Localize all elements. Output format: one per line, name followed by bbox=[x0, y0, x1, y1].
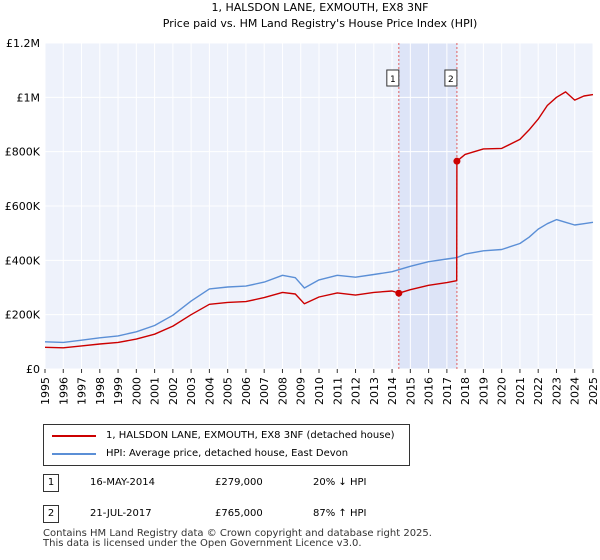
x-tick-label: 1995 bbox=[39, 377, 52, 405]
chart-title: 1, HALSDON LANE, EXMOUTH, EX8 3NF bbox=[211, 1, 428, 14]
sale-point bbox=[395, 289, 403, 297]
x-tick-label: 2009 bbox=[295, 377, 308, 405]
sale-marker-label: 2 bbox=[43, 505, 59, 523]
x-tick-label: 2022 bbox=[532, 377, 545, 405]
sale-box-label: 2 bbox=[448, 75, 454, 85]
y-tick-label: £400K bbox=[5, 254, 41, 267]
sale-box bbox=[386, 69, 400, 87]
legend-swatch-hpi bbox=[52, 453, 96, 455]
x-tick-label: 2002 bbox=[167, 377, 180, 405]
footer: Contains HM Land Registry data © Crown c… bbox=[43, 529, 563, 549]
x-tick-label: 2017 bbox=[441, 377, 454, 405]
sale-box bbox=[444, 69, 458, 87]
y-tick-label: £800K bbox=[5, 146, 41, 159]
footer-copyright: Contains HM Land Registry data © Crown c… bbox=[43, 528, 432, 539]
x-tick-label: 1996 bbox=[57, 377, 70, 405]
x-tick-label: 2010 bbox=[313, 377, 326, 405]
x-tick-label: 2015 bbox=[404, 377, 417, 405]
x-tick-label: 2019 bbox=[477, 377, 490, 405]
sale-date: 16-MAY-2014 bbox=[90, 477, 156, 488]
sale-price: £279,000 bbox=[215, 477, 263, 488]
sale-price: £765,000 bbox=[215, 508, 263, 519]
chart-subtitle: Price paid vs. HM Land Registry's House … bbox=[163, 17, 478, 30]
x-tick-label: 2012 bbox=[350, 377, 363, 405]
x-tick-label: 2023 bbox=[550, 377, 563, 405]
x-tick-label: 2005 bbox=[222, 377, 235, 405]
y-tick-label: £600K bbox=[5, 200, 41, 213]
legend-label-property: 1, HALSDON LANE, EXMOUTH, EX8 3NF (detac… bbox=[106, 430, 395, 441]
x-tick-label: 2014 bbox=[386, 377, 399, 405]
sale-date: 21-JUL-2017 bbox=[90, 508, 152, 519]
series-line-hpi bbox=[44, 218, 594, 344]
price-chart: 1, HALSDON LANE, EXMOUTH, EX8 3NF Price … bbox=[5, 1, 600, 405]
x-tick-label: 2000 bbox=[130, 377, 143, 405]
y-tick-label: £0 bbox=[26, 363, 40, 376]
y-tick-label: £200K bbox=[5, 309, 41, 322]
x-tick-label: 2008 bbox=[276, 377, 289, 405]
legend-swatch-property bbox=[52, 435, 96, 437]
legend: 1, HALSDON LANE, EXMOUTH, EX8 3NF (detac… bbox=[43, 424, 410, 466]
sale-hpi-change: 20% ↓ HPI bbox=[313, 477, 367, 488]
footer-licence: This data is licensed under the Open Gov… bbox=[43, 538, 362, 549]
x-tick-label: 2025 bbox=[587, 377, 600, 405]
x-tick-label: 2024 bbox=[569, 377, 582, 405]
x-tick-label: 2011 bbox=[331, 377, 344, 405]
series-line-property bbox=[44, 91, 594, 349]
sale-marker-label: 1 bbox=[43, 474, 59, 492]
x-tick-label: 2006 bbox=[240, 377, 253, 405]
x-tick-label: 1997 bbox=[76, 377, 89, 405]
x-tick-label: 1998 bbox=[94, 377, 107, 405]
x-tick-label: 2007 bbox=[258, 377, 271, 405]
sale-hpi-change: 87% ↑ HPI bbox=[313, 508, 367, 519]
x-tick-label: 2004 bbox=[203, 377, 216, 405]
x-tick-label: 2018 bbox=[459, 377, 472, 405]
legend-label-hpi: HPI: Average price, detached house, East… bbox=[106, 448, 349, 459]
x-tick-label: 2016 bbox=[423, 377, 436, 405]
x-tick-label: 2020 bbox=[496, 377, 509, 405]
y-tick-label: £1M bbox=[17, 91, 41, 104]
x-tick-label: 2021 bbox=[514, 377, 527, 405]
x-tick-label: 1999 bbox=[112, 377, 125, 405]
x-tick-label: 2001 bbox=[149, 377, 162, 405]
y-tick-label: £1.2M bbox=[6, 37, 40, 50]
sale-box-label: 1 bbox=[390, 75, 396, 85]
sale-point bbox=[453, 157, 461, 165]
x-tick-label: 2013 bbox=[368, 377, 381, 405]
x-tick-label: 2003 bbox=[185, 377, 198, 405]
